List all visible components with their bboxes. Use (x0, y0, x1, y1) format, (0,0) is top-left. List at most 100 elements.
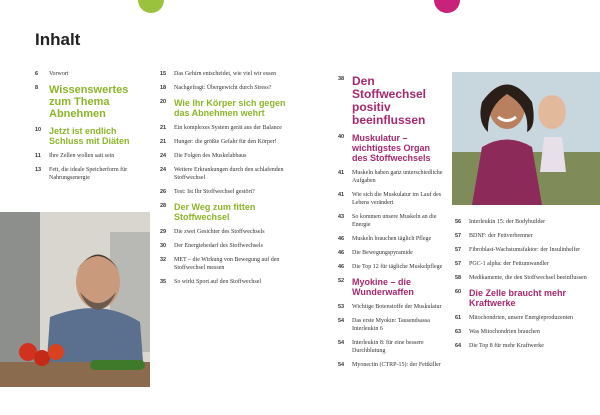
page-number: 18 (160, 85, 167, 91)
toc-entry: 24 Die Folgen des Muskelabbaus (160, 152, 288, 160)
toc-column: 6 Vorwort 8 Wissenswertes zum Thema Abnehme… (35, 70, 147, 188)
entry-title: Der Weg zum fitten Stoffwechsel (174, 202, 256, 222)
toc-entry: 41 Wie sich die Muskulatur im Lauf des Le… (338, 191, 446, 207)
toc-entry: 54 Myonectin (CTRP-15): der Fettkiller (338, 361, 446, 369)
toc-entry: 20 Wie Ihr Körper sich gegen das Abnehmen… (160, 98, 288, 118)
entry-title: Was Mitochondrien brauchen (469, 329, 540, 335)
page-number: 26 (160, 189, 167, 195)
toc-entry: 35 So wirkt Sport auf den Stoffwechsel (160, 278, 288, 286)
toc-entry: 10 Jetzt ist endlich Schluss mit Diäten (35, 126, 147, 146)
entry-title: MET – die Wirkung von Bewegung auf den S… (174, 257, 280, 271)
entry-title: Der Energiebedarf des Stoffwechsels (174, 243, 263, 249)
page-number: 35 (160, 279, 167, 285)
toc-entry: 54 Interleukin 8: für eine bessere Durchb… (338, 339, 446, 355)
entry-title: Die Folgen des Muskelabbaus (174, 153, 247, 159)
entry-title: Wichtige Botenstoffe der Muskulatur (352, 304, 442, 310)
toc-title: Inhalt (35, 30, 81, 49)
toc-entry: 30 Der Energiebedarf des Stoffwechsels (160, 242, 288, 250)
toc-entry: 41 Muskeln haben ganz unterschiedliche Au… (338, 169, 446, 185)
entry-title: So kommen unsere Muskeln an die Energie (352, 214, 437, 228)
page-number: 21 (160, 139, 167, 145)
page-number: 41 (338, 170, 345, 176)
entry-title: Fibroblast-Wachstumsfaktor: der Insulinh… (469, 247, 581, 253)
toc-entry: 13 Fett, die ideale Speicherform für Nahr… (35, 166, 147, 182)
toc-entry: 58 Medikamente, die den Stoffwechsel beei… (455, 274, 590, 282)
toc-entry: 46 Die Top 12 für tägliche Muskelpflege (338, 263, 446, 271)
page-number: 57 (455, 261, 462, 267)
entry-title: Medikamente, die den Stoffwechsel beeinf… (469, 275, 587, 281)
page-number: 57 (455, 247, 462, 253)
toc-entry: 57 BDNF: der Fettverbrenner (455, 232, 590, 240)
toc-column: 15 Das Gehirn entscheidet, wie viel wir e… (160, 70, 288, 292)
page-number: 21 (160, 125, 167, 131)
page-number: 15 (160, 71, 167, 77)
entry-title: Das Gehirn entscheidet, wie viel wir ess… (174, 71, 277, 77)
page-number: 52 (338, 278, 345, 284)
entry-title: BDNF: der Fettverbrenner (469, 233, 533, 239)
page-number: 56 (455, 219, 462, 225)
page-number: 53 (338, 304, 345, 310)
entry-title: Den Stoffwechsel positiv beeinflussen (352, 74, 427, 127)
toc-entry: 21 Hunger: die größte Gefahr für den Körp… (160, 138, 288, 146)
toc-entry: 52 Myokine – die Wunderwaffen (338, 277, 446, 297)
entry-title: So wirkt Sport auf den Stoffwechsel (174, 279, 262, 285)
page-number: 46 (338, 264, 345, 270)
toc-entry: 38 Den Stoffwechsel positiv beeinflussen (338, 75, 446, 127)
entry-title: Muskulatur – wichtigstes Organ des Stoff… (352, 133, 431, 163)
toc-entry: 57 PGC-1 alpha: der Fettumwandler (455, 260, 590, 268)
entry-title: Die Top 8 für mehr Kraftwerke (469, 343, 544, 349)
toc-entry: 11 Ihre Zellen wollen satt sein (35, 152, 147, 160)
toc-entry: 64 Die Top 8 für mehr Kraftwerke (455, 342, 590, 350)
photo-man (0, 212, 150, 387)
toc-entry: 61 Mitochondrien, unsere Energieproduzent… (455, 314, 590, 322)
toc-column: 56 Interleukin 15: der Bodybuilder 57 BDNF:… (455, 218, 590, 356)
entry-title: Myonectin (CTRP-15): der Fettkiller (352, 362, 441, 368)
page-number: 46 (338, 250, 345, 256)
page-number: 24 (160, 167, 167, 173)
deco-circle (434, 0, 460, 13)
entry-title: Die Zelle braucht mehr Kraftwerke (469, 288, 567, 308)
entry-title: Muskeln brauchen täglich Pflege (352, 236, 432, 242)
page-number: 38 (338, 76, 345, 82)
toc-column: 38 Den Stoffwechsel positiv beeinflussen 4… (338, 72, 446, 375)
toc-entry: 57 Fibroblast-Wachstumsfaktor: der Insuli… (455, 246, 590, 254)
entry-title: Ihre Zellen wollen satt sein (49, 153, 115, 159)
page-number: 11 (35, 153, 41, 159)
page-number: 32 (160, 257, 167, 263)
toc-entry: 26 Test: Ist Ihr Stoffwechsel gestört? (160, 188, 288, 196)
toc-entry: 15 Das Gehirn entscheidet, wie viel wir e… (160, 70, 288, 78)
toc-entry: 46 Muskeln brauchen täglich Pflege (338, 235, 446, 243)
page-number: 6 (35, 71, 39, 77)
page-number: 63 (455, 329, 462, 335)
entry-title: Ein komplexes System gerät aus der Balan… (174, 125, 282, 131)
page-number: 30 (160, 243, 167, 249)
entry-title: Wie sich die Muskulatur im Lauf des Lebe… (352, 192, 442, 206)
page-number: 24 (160, 153, 167, 159)
page-number: 41 (338, 192, 345, 198)
page-number: 54 (338, 340, 345, 346)
toc-entry: 46 Die Bewegungspyramide (338, 249, 446, 257)
toc-entry: 28 Der Weg zum fitten Stoffwechsel (160, 202, 288, 222)
toc-entry: 63 Was Mitochondrien brauchen (455, 328, 590, 336)
page-number: 10 (35, 127, 42, 133)
entry-title: PGC-1 alpha: der Fettumwandler (469, 261, 549, 267)
toc-entry: 29 Die zwei Gesichter des Stoffwechsels (160, 228, 288, 236)
entry-title: Interleukin 15: der Bodybuilder (469, 219, 546, 225)
page-number: 64 (455, 343, 462, 349)
page-number: 46 (338, 236, 345, 242)
page-number: 20 (160, 99, 167, 105)
page-number: 13 (35, 167, 42, 173)
entry-title: Fett, die ideale Speicherform für Nahrun… (49, 167, 128, 181)
entry-title: Die zwei Gesichter des Stoffwechsels (174, 229, 265, 235)
entry-title: Weitere Erkrankungen durch den schlafend… (174, 167, 284, 181)
toc-entry: 43 So kommen unsere Muskeln an die Energi… (338, 213, 446, 229)
toc-entry: 54 Das erste Myokin: Tausendsassa Interle… (338, 317, 446, 333)
page-number: 57 (455, 233, 462, 239)
page-number: 28 (160, 203, 167, 209)
entry-title: Vorwort (49, 71, 69, 77)
toc-entry: 40 Muskulatur – wichtigstes Organ des Sto… (338, 133, 446, 163)
entry-title: Die Bewegungspyramide (352, 250, 413, 256)
entry-title: Das erste Myokin: Tausendsassa Interleuk… (352, 318, 430, 332)
entry-title: Wie Ihr Körper sich gegen das Abnehmen w… (174, 98, 286, 118)
toc-entry: 18 Nachgefragt: Übergewicht durch Stress? (160, 84, 288, 92)
